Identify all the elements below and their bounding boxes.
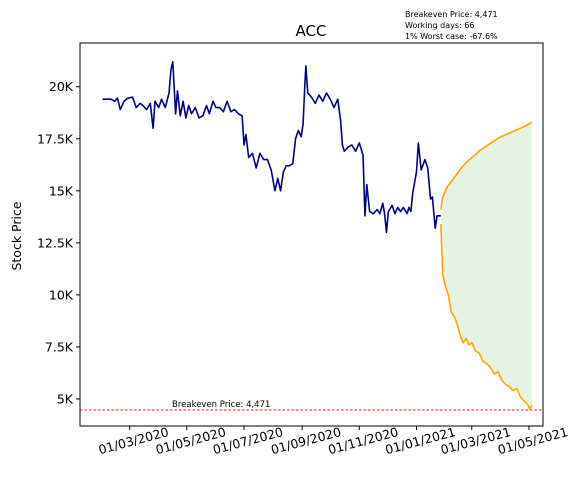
confidence-band — [440, 122, 532, 410]
y-tick-label: 12.5K — [37, 235, 74, 250]
info-line-working-days: Working days: 66 — [405, 21, 474, 30]
info-line-breakeven: Breakeven Price: 4,471 — [405, 10, 498, 19]
plot-frame — [79, 42, 544, 427]
plot-area: Breakeven Price: 4,471 — [80, 60, 543, 411]
chart-title: ACC — [296, 22, 327, 40]
lower-forecast-line — [440, 224, 533, 411]
y-tick-label: 5K — [57, 391, 74, 406]
y-tick-label: 10K — [49, 287, 74, 302]
breakeven-label: Breakeven Price: 4,471 — [172, 400, 270, 410]
y-tick-label: 17.5K — [37, 131, 74, 146]
historical-price-line — [102, 60, 441, 234]
info-box: Breakeven Price: 4,471 Working days: 66 … — [405, 10, 498, 41]
upper-forecast-line — [440, 121, 533, 210]
info-line-worst-case: 1% Worst case: -67.6% — [405, 32, 498, 41]
y-tick-label: 20K — [49, 79, 74, 94]
y-axis-label: Stock Price — [9, 201, 24, 270]
y-tick-label: 7.5K — [45, 339, 74, 354]
y-tick-label: 15K — [49, 183, 74, 198]
